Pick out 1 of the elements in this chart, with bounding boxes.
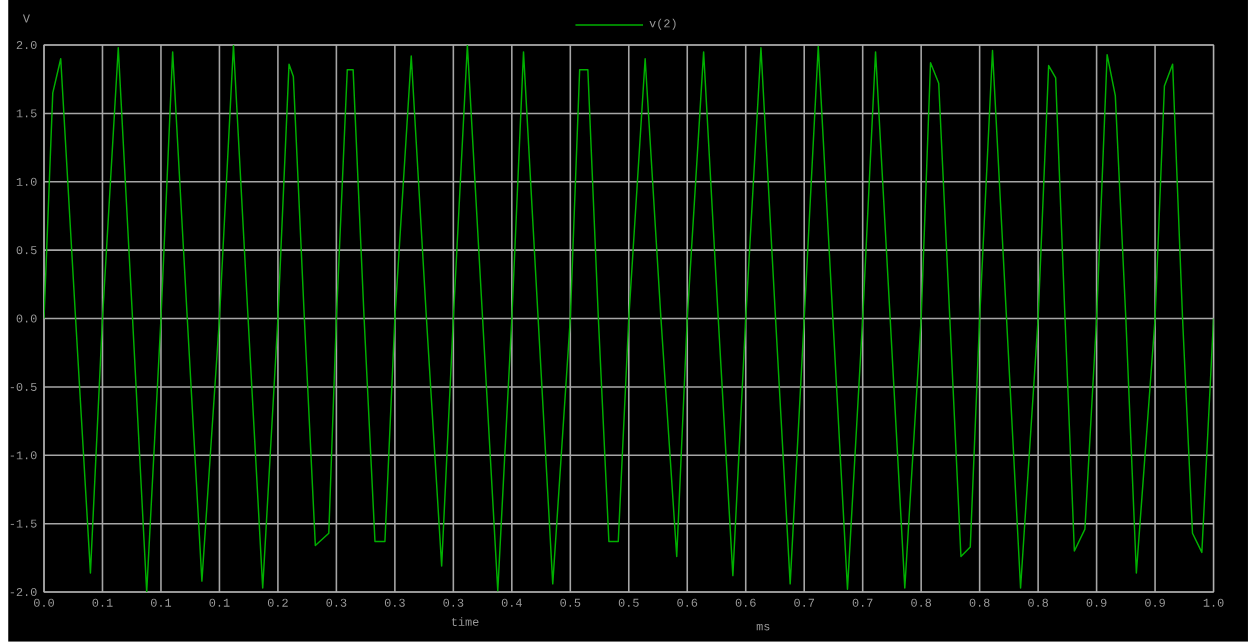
line-series [44, 45, 1214, 593]
